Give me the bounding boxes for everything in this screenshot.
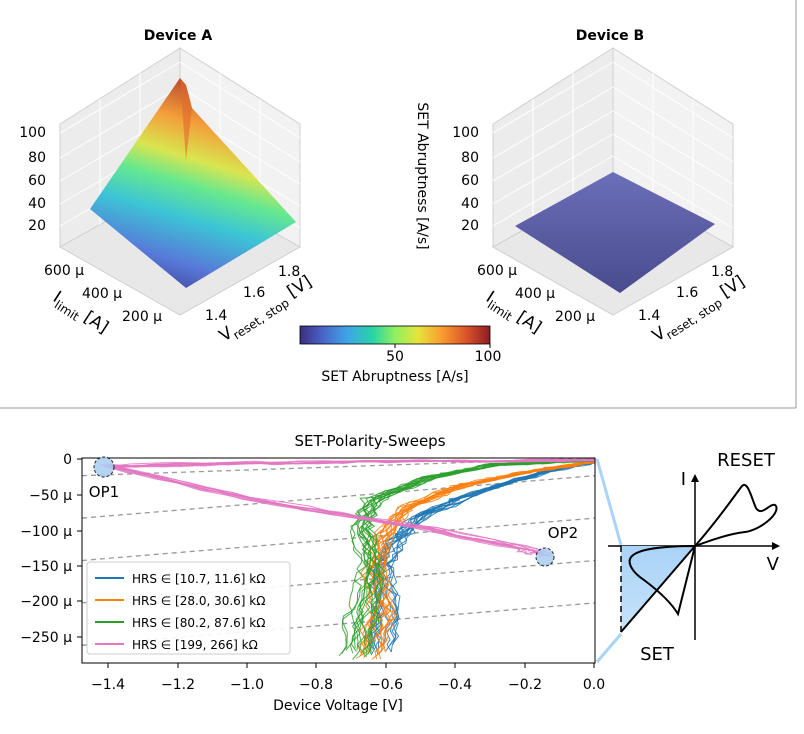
device-a-z-ticks: 100 80 60 40 20 [19, 125, 46, 234]
load-line [82, 475, 595, 519]
colorbar-gradient [299, 325, 491, 345]
series-line-3 [341, 459, 591, 654]
y-tick: −50 μ [29, 488, 72, 504]
ilimit-tick: 200 μ [555, 309, 595, 325]
device-b-surface [515, 172, 715, 293]
series-line-2 [375, 461, 595, 656]
x-tick: −1.2 [161, 677, 195, 693]
series-line-3 [349, 460, 594, 654]
legend-entry: HRS ∈ [28.0, 30.6] kΩ [132, 594, 265, 608]
colorbar-label: SET Abruptness [A/s] [321, 369, 468, 385]
series-line-4 [99, 458, 595, 555]
z-tick: 100 [452, 125, 479, 141]
device-b-title: Device B [576, 28, 644, 44]
x-tick: −1.4 [91, 677, 125, 693]
ilimit-tick: 600 μ [44, 263, 84, 279]
z-tick: 60 [28, 173, 46, 189]
series-line-4 [109, 458, 593, 556]
z-tick: 20 [461, 218, 479, 234]
vreset-tick: 1.6 [676, 285, 698, 301]
colorbar-tick: 50 [386, 349, 404, 365]
y-tick: −250 μ [20, 630, 72, 646]
inset-set-label: SET [640, 644, 675, 665]
inset-set-curve [628, 545, 696, 617]
z-tick: 80 [461, 150, 479, 166]
x-tick: −1.0 [230, 677, 264, 693]
zoom-connector-top [595, 458, 623, 546]
x-ticks: −1.4 −1.2 −1.0 −0.8 −0.6 −0.4 −0.2 0.0 [91, 677, 605, 693]
device-b-ilimit-ticks: 600 μ 400 μ 200 μ [477, 263, 595, 325]
x-axis-label: Device Voltage [V] [273, 698, 403, 714]
ilimit-tick: 200 μ [122, 309, 162, 325]
op2-marker [535, 547, 555, 567]
device-b-plot: Device B SET Abruptness [A/s] 100 80 60 [414, 28, 749, 346]
x-tick: −0.2 [508, 677, 542, 693]
legend-entry: HRS ∈ [80.2, 87.6] kΩ [132, 616, 265, 630]
zoom-connector-bottom [595, 633, 623, 663]
y-tick-marks [77, 458, 82, 638]
op1-marker [93, 456, 115, 478]
device-a-vreset-ticks: 1.8 1.6 1.4 [205, 264, 300, 324]
inset-v-arrow [772, 542, 780, 550]
ilimit-tick: 400 μ [515, 286, 555, 302]
device-a-peak [180, 78, 192, 160]
z-tick: 40 [28, 196, 46, 212]
inset-i-label: I [681, 469, 686, 490]
y-tick: −200 μ [20, 594, 72, 610]
z-tick: 20 [28, 218, 46, 234]
x-tick: −0.4 [438, 677, 472, 693]
series-line-3 [345, 459, 595, 651]
legend-entry: HRS ∈ [199, 266] kΩ [132, 638, 258, 652]
device-b-vreset-ticks: 1.8 1.6 1.4 [638, 264, 733, 324]
x-tick: −0.8 [299, 677, 333, 693]
y-tick: 0 [63, 452, 72, 468]
op2-label: OP2 [548, 524, 578, 542]
iv-inset: I V RESET SET [608, 450, 780, 665]
sweeps-axes-frame [81, 457, 596, 664]
z-tick: 60 [461, 173, 479, 189]
vreset-tick: 1.4 [205, 308, 227, 324]
series-line-1 [386, 460, 594, 645]
colorbar-tick: 100 [475, 349, 502, 365]
inset-reset-curve [694, 483, 778, 547]
sweeps-plot: SET-Polarity-Sweeps −1.4 −1.2 −1.0 −0.8 … [20, 432, 605, 714]
z-tick: 100 [19, 125, 46, 141]
vreset-tick: 1.8 [278, 264, 300, 280]
device-a-surface [90, 78, 296, 288]
vreset-tick: 1.6 [243, 285, 265, 301]
colorbar: 50 100 SET Abruptness [A/s] [299, 325, 502, 385]
legend-box [86, 561, 291, 655]
y-tick: −100 μ [20, 524, 72, 540]
sweeps-plot-area [82, 458, 595, 661]
x-tick: 0.0 [583, 677, 605, 693]
load-line [82, 517, 595, 562]
device-a-ilimit-ticks: 600 μ 400 μ 200 μ [44, 263, 162, 325]
inset-i-arrow [691, 474, 699, 482]
z-tick: 40 [461, 196, 479, 212]
x-tick: −0.6 [369, 677, 403, 693]
sweeps-title: SET-Polarity-Sweeps [294, 432, 445, 450]
inset-set-line [620, 545, 696, 633]
inset-reset-label: RESET [717, 450, 776, 471]
inset-v-label: V [767, 554, 780, 575]
z-tick: 80 [28, 150, 46, 166]
series-line-4 [111, 459, 595, 557]
device-b-grid [492, 61, 734, 229]
y-tick: −150 μ [20, 559, 72, 575]
op1-label: OP1 [89, 483, 119, 501]
vreset-tick: 1.4 [638, 308, 660, 324]
x-tick-marks [107, 663, 595, 668]
device-a-plot: Device A 100 80 60 [19, 28, 315, 346]
device-b-z-label: SET Abruptness [A/s] [414, 102, 430, 249]
series-line-2 [371, 461, 595, 660]
vreset-tick: 1.8 [711, 264, 733, 280]
legend-entry: HRS ∈ [10.7, 11.6] kΩ [132, 572, 265, 586]
device-a-title: Device A [144, 28, 213, 44]
ilimit-tick: 400 μ [82, 286, 122, 302]
y-ticks: 0 −50 μ −100 μ −150 μ −200 μ −250 μ [20, 452, 72, 646]
device-b-z-ticks: 100 80 60 40 20 [452, 125, 479, 234]
legend: HRS ∈ [10.7, 11.6] kΩ HRS ∈ [28.0, 30.6]… [86, 561, 291, 655]
ilimit-tick: 600 μ [477, 263, 517, 279]
